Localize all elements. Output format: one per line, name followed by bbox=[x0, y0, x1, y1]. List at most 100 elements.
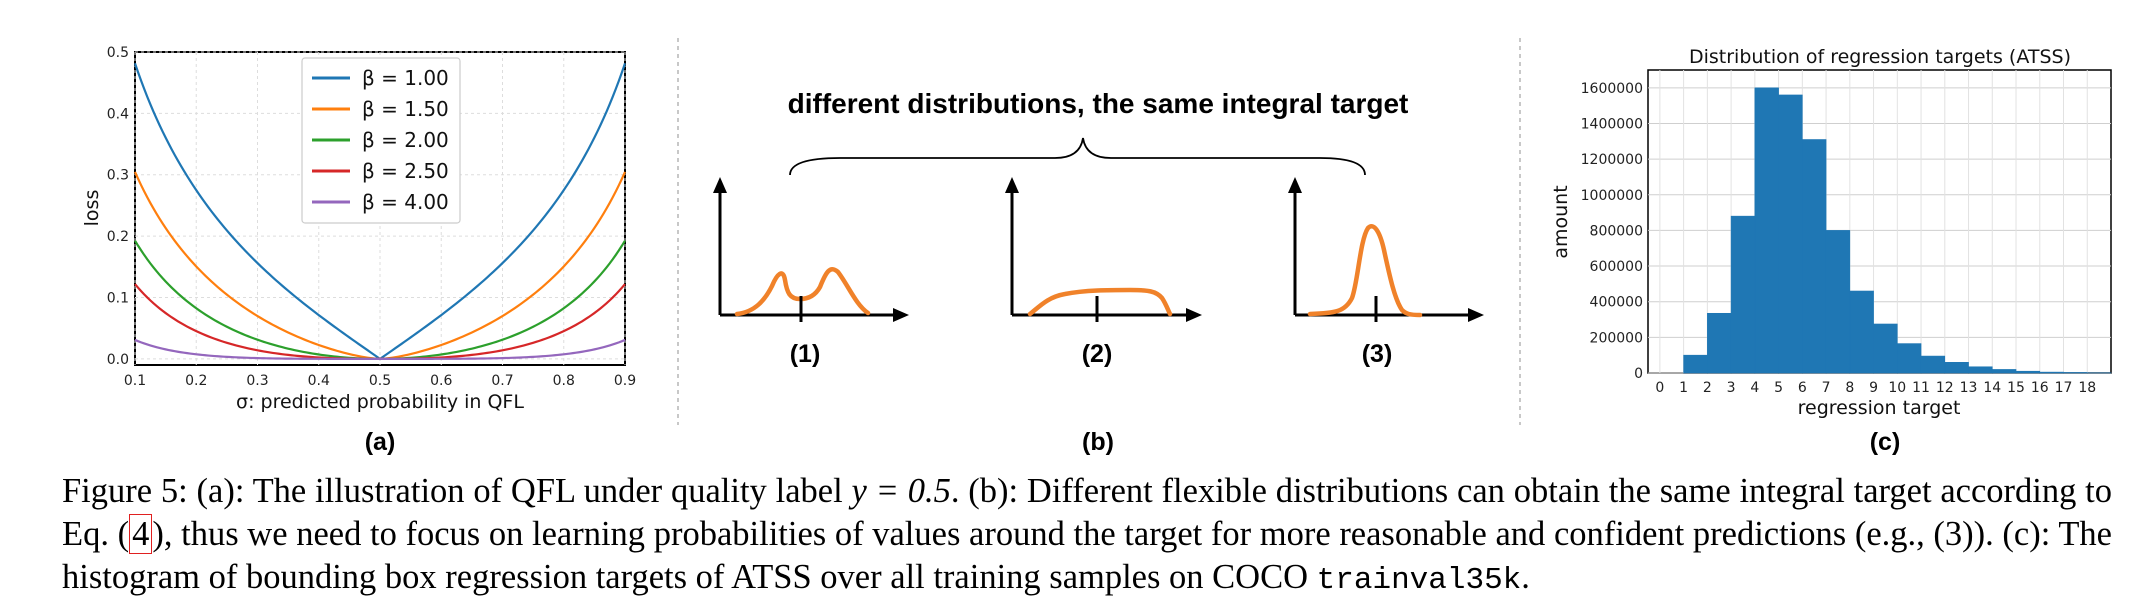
caption-part-1: Figure 5: (a): The illustration of QFL u… bbox=[62, 472, 852, 510]
panel-c-bar bbox=[1802, 139, 1827, 374]
subplot-3: (3) bbox=[1288, 177, 1484, 368]
panel-c-bar bbox=[1707, 312, 1732, 374]
panel-a-x-ticks: 0.1 0.2 0.3 0.4 0.5 0.6 0.7 0.8 0.9 bbox=[124, 373, 636, 389]
panel-a-label: (a) bbox=[365, 428, 396, 456]
panel-c-x-tick: 11 bbox=[1912, 380, 1930, 396]
panel-a-x-tick: 0.5 bbox=[369, 373, 391, 389]
panel-c-bar bbox=[1897, 343, 1922, 374]
panel-c-x-tick: 15 bbox=[2007, 380, 2025, 396]
subplot-2-y-arrow bbox=[1005, 177, 1019, 193]
panel-c-x-tick: 17 bbox=[2055, 380, 2073, 396]
panel-c-x-ticks: 0 1 2 3 4 5 6 7 8 9 10 11 12 13 14 15 16 17 18 bbox=[1655, 380, 2096, 396]
subplot-3-curve bbox=[1307, 224, 1423, 318]
panel-a-legend-entry: β = 1.00 bbox=[362, 66, 449, 90]
panel-c-y-tick: 400000 bbox=[1590, 295, 1643, 311]
panel-a-y-tick: 0.0 bbox=[107, 352, 129, 368]
panel-c-bar bbox=[1873, 323, 1898, 374]
panel-a-x-tick: 0.6 bbox=[430, 373, 452, 389]
panel-c-xlabel: regression target bbox=[1798, 397, 1961, 419]
panel-c-bar bbox=[1754, 87, 1779, 374]
panel-c-label: (c) bbox=[1870, 428, 1901, 456]
panel-a-x-tick: 0.4 bbox=[308, 373, 330, 389]
panel-c-bar bbox=[1683, 354, 1708, 374]
subplot-2-curve bbox=[1027, 287, 1173, 317]
panel-a-xlabel: σ: predicted probability in QFL bbox=[236, 391, 524, 413]
panel-c-x-tick: 0 bbox=[1655, 380, 1664, 396]
subplot-3-label: (3) bbox=[1362, 340, 1393, 368]
panel-c-y-ticks: 0 200000 400000 600000 800000 1000000 1200000 1… bbox=[1581, 81, 1643, 382]
panel-c-x-tick: 13 bbox=[1960, 380, 1978, 396]
panel-a-x-tick: 0.1 bbox=[124, 373, 146, 389]
panel-c-y-tick: 200000 bbox=[1590, 330, 1643, 346]
panel-b-brace bbox=[789, 137, 1366, 176]
panel-c-histogram: Distribution of regression targets (ATSS… bbox=[1550, 46, 2112, 456]
panel-c-bar bbox=[1991, 369, 2017, 374]
panel-c-x-tick: 7 bbox=[1822, 380, 1831, 396]
panel-b-label: (b) bbox=[1082, 428, 1114, 456]
panel-a-y-ticks: 0.0 0.1 0.2 0.3 0.4 0.5 bbox=[107, 45, 129, 368]
caption-dataset-name: trainval35k bbox=[1316, 563, 1522, 598]
panel-c-bar bbox=[1730, 215, 1756, 374]
panel-c-x-tick: 16 bbox=[2031, 380, 2049, 396]
panel-a-qfl-plot: 0.1 0.2 0.3 0.4 0.5 0.6 0.7 0.8 0.9 0.0 0.1 0.2 0.3… bbox=[81, 45, 636, 456]
panel-a-legend-entry: β = 2.50 bbox=[362, 159, 449, 183]
panel-a-y-tick: 0.4 bbox=[107, 106, 129, 122]
panel-c-bars bbox=[1683, 87, 2112, 374]
panel-c-x-tick: 18 bbox=[2078, 380, 2096, 396]
panel-c-bar bbox=[1968, 366, 1993, 374]
panel-c-x-tick: 1 bbox=[1679, 380, 1688, 396]
panel-a-ylabel: loss bbox=[81, 190, 103, 227]
subplot-1-label: (1) bbox=[790, 340, 821, 368]
panel-a-legend-entry: β = 4.00 bbox=[362, 190, 449, 214]
panel-b-diagram: different distributions, the same integr… bbox=[713, 88, 1484, 456]
panel-a-series-line bbox=[134, 338, 626, 360]
caption-part-4: . bbox=[1521, 558, 1530, 596]
panel-c-title: Distribution of regression targets (ATSS… bbox=[1689, 46, 2071, 68]
panel-a-y-tick: 0.1 bbox=[107, 290, 129, 306]
panel-c-y-tick: 1000000 bbox=[1581, 188, 1643, 204]
subplot-2-label: (2) bbox=[1082, 340, 1113, 368]
panel-a-x-tick: 0.3 bbox=[246, 373, 268, 389]
panel-c-x-tick: 5 bbox=[1774, 380, 1783, 396]
subplot-3-y-arrow bbox=[1288, 177, 1302, 193]
panel-c-ylabel: amount bbox=[1550, 185, 1572, 258]
panel-a-grid bbox=[134, 51, 626, 365]
caption-equation-link[interactable]: 4 bbox=[129, 514, 153, 554]
subplot-1-x-arrow bbox=[893, 308, 909, 322]
panel-c-x-tick: 3 bbox=[1727, 380, 1736, 396]
subplot-1-y-arrow bbox=[713, 177, 727, 193]
panel-c-bar bbox=[1825, 230, 1851, 374]
panel-c-x-tick: 4 bbox=[1750, 380, 1759, 396]
caption-part-3: ), thus we need to focus on learning pro… bbox=[62, 515, 2112, 596]
panel-c-x-tick: 12 bbox=[1936, 380, 1954, 396]
panel-a-x-tick: 0.7 bbox=[491, 373, 513, 389]
panel-a-x-tick: 0.2 bbox=[185, 373, 207, 389]
panel-c-bar bbox=[1849, 290, 1874, 374]
caption-part-2: . (b): Different flexible distributions … bbox=[62, 472, 2113, 553]
panel-c-y-tick: 0 bbox=[1634, 366, 1643, 382]
figure-caption: Figure 5: (a): The illustration of QFL u… bbox=[62, 470, 2112, 602]
panel-a-legend: β = 1.00 β = 1.50 β = 2.00 β = 2.50 β = 4.00 bbox=[301, 57, 461, 224]
panel-a-y-tick: 0.5 bbox=[107, 45, 129, 61]
panel-c-bar bbox=[1920, 355, 1946, 374]
subplot-1: (1) bbox=[713, 177, 909, 368]
panel-a-legend-box bbox=[301, 57, 461, 224]
panel-a-y-tick: 0.2 bbox=[107, 229, 129, 245]
subplot-3-x-arrow bbox=[1468, 308, 1484, 322]
panel-c-bar bbox=[2063, 372, 2088, 374]
panel-c-x-tick: 8 bbox=[1845, 380, 1854, 396]
panel-c-y-tick: 1200000 bbox=[1581, 152, 1643, 168]
panel-b-heading: different distributions, the same integr… bbox=[788, 88, 1409, 119]
panel-c-bar bbox=[2015, 370, 2041, 374]
subplot-2-x-arrow bbox=[1186, 308, 1202, 322]
panel-c-x-tick: 9 bbox=[1869, 380, 1878, 396]
panel-a-curves bbox=[133, 62, 627, 361]
panel-c-y-tick: 800000 bbox=[1590, 223, 1643, 239]
panel-c-x-tick: 2 bbox=[1703, 380, 1712, 396]
panel-c-bar bbox=[2039, 371, 2064, 374]
panel-a-x-tick: 0.8 bbox=[553, 373, 575, 389]
panel-c-y-tick: 1400000 bbox=[1581, 116, 1643, 132]
subplot-2: (2) bbox=[1005, 177, 1202, 368]
panel-a-legend-entry: β = 2.00 bbox=[362, 128, 449, 152]
